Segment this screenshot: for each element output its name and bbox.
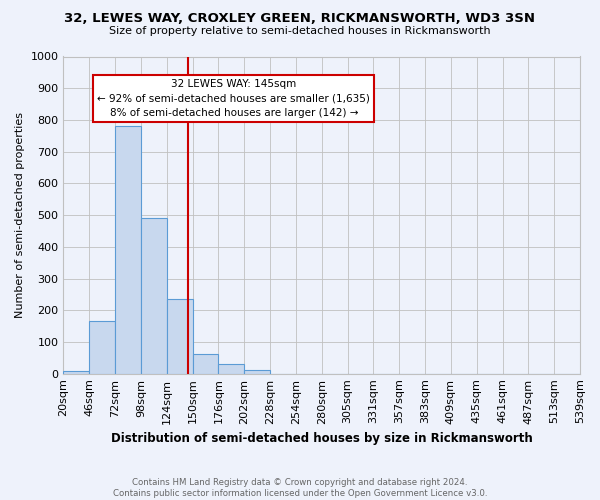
- Text: 32, LEWES WAY, CROXLEY GREEN, RICKMANSWORTH, WD3 3SN: 32, LEWES WAY, CROXLEY GREEN, RICKMANSWO…: [65, 12, 536, 26]
- Bar: [115, 126, 141, 374]
- Bar: [64, 370, 89, 374]
- Bar: [167, 299, 193, 374]
- Bar: [193, 354, 218, 374]
- Text: 32 LEWES WAY: 145sqm
← 92% of semi-detached houses are smaller (1,635)
8% of sem: 32 LEWES WAY: 145sqm ← 92% of semi-detac…: [97, 78, 370, 118]
- Bar: [218, 364, 244, 374]
- Bar: [89, 322, 115, 374]
- Text: Size of property relative to semi-detached houses in Rickmansworth: Size of property relative to semi-detach…: [109, 26, 491, 36]
- Bar: [244, 370, 270, 374]
- Text: Contains HM Land Registry data © Crown copyright and database right 2024.
Contai: Contains HM Land Registry data © Crown c…: [113, 478, 487, 498]
- X-axis label: Distribution of semi-detached houses by size in Rickmansworth: Distribution of semi-detached houses by …: [111, 432, 533, 445]
- Bar: [141, 218, 167, 374]
- Y-axis label: Number of semi-detached properties: Number of semi-detached properties: [15, 112, 25, 318]
